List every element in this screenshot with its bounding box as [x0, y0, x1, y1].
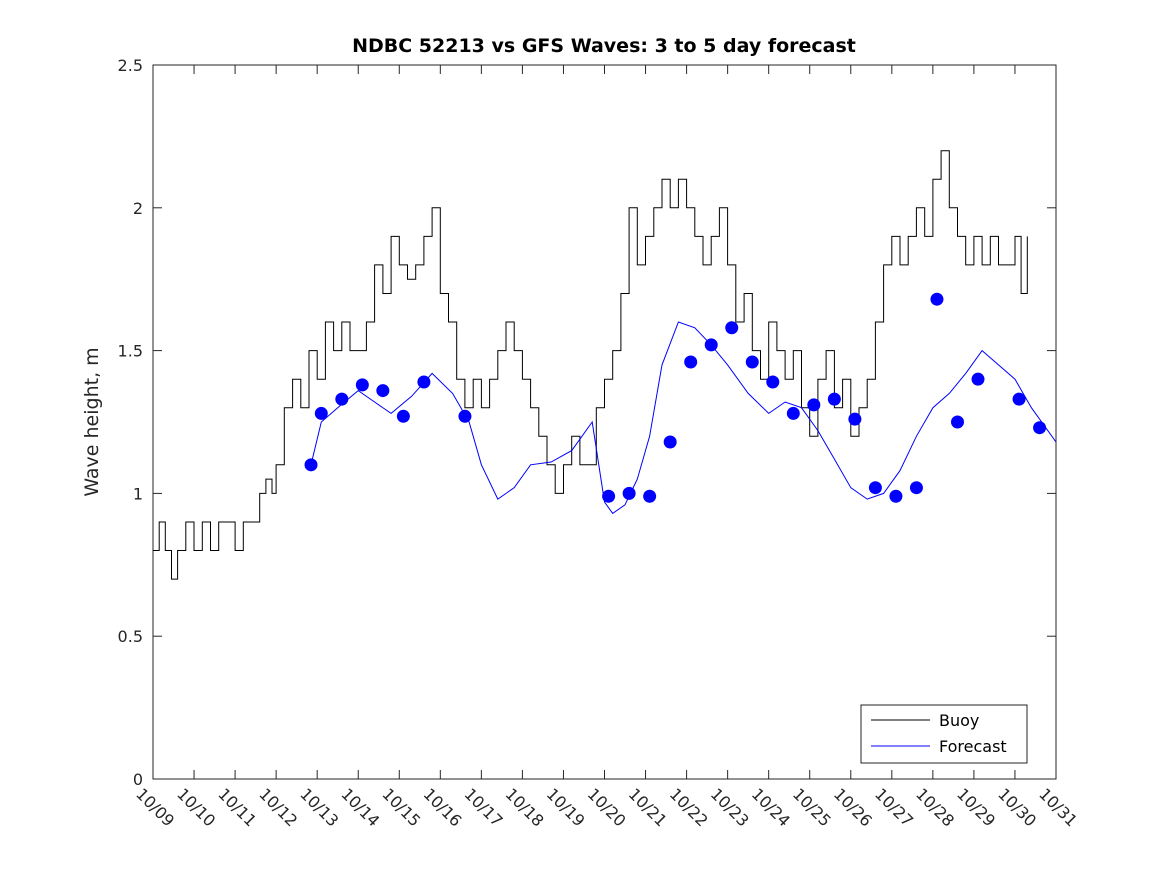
forecast-marker: [684, 355, 698, 369]
buoy-series-line: [153, 150, 1028, 580]
legend: Buoy Forecast: [860, 704, 1028, 764]
y-tick-label: 0: [133, 770, 143, 789]
forecast-marker: [396, 409, 410, 423]
forecast-marker: [376, 384, 390, 398]
y-tick-label: 1.5: [118, 342, 143, 361]
plot-area: [152, 64, 1057, 780]
forecast-marker: [889, 489, 903, 503]
forecast-marker: [304, 458, 318, 472]
forecast-marker: [622, 486, 636, 500]
forecast-marker: [745, 355, 759, 369]
forecast-marker: [971, 372, 985, 386]
forecast-marker: [1033, 421, 1047, 435]
y-tick-labels: 0 0.5 1 1.5 2 2.5: [118, 56, 143, 789]
forecast-marker: [643, 489, 657, 503]
forecast-marker: [458, 409, 472, 423]
legend-box: [860, 704, 1028, 764]
axis-ticks: [152, 64, 1057, 780]
forecast-marker: [335, 392, 349, 406]
forecast-marker: [314, 406, 328, 420]
forecast-marker: [930, 292, 944, 306]
y-tick-label: 2: [133, 199, 143, 218]
forecast-marker: [848, 412, 862, 426]
legend-label-forecast: Forecast: [939, 737, 1007, 756]
forecast-marker: [602, 489, 616, 503]
y-tick-label: 0.5: [118, 627, 143, 646]
forecast-marker: [355, 378, 369, 392]
forecast-marker: [807, 398, 821, 412]
forecast-marker: [786, 406, 800, 420]
forecast-marker: [868, 481, 882, 495]
y-tick-label: 1: [133, 484, 143, 503]
chart-title: NDBC 52213 vs GFS Waves: 3 to 5 day fore…: [352, 35, 856, 57]
legend-label-buoy: Buoy: [939, 711, 979, 730]
forecast-marker: [417, 375, 431, 389]
forecast-marker: [1012, 392, 1026, 406]
forecast-marker: [766, 375, 780, 389]
forecast-marker: [704, 338, 718, 352]
forecast-marker: [909, 481, 923, 495]
forecast-marker: [725, 321, 739, 335]
forecast-marker: [663, 435, 677, 449]
y-tick-label: 2.5: [118, 56, 143, 75]
forecast-series-line: [310, 321, 1057, 515]
y-axis-label: Wave height, m: [81, 347, 103, 496]
forecast-marker: [950, 415, 964, 429]
series-layer: [153, 150, 1057, 580]
forecast-marker: [827, 392, 841, 406]
